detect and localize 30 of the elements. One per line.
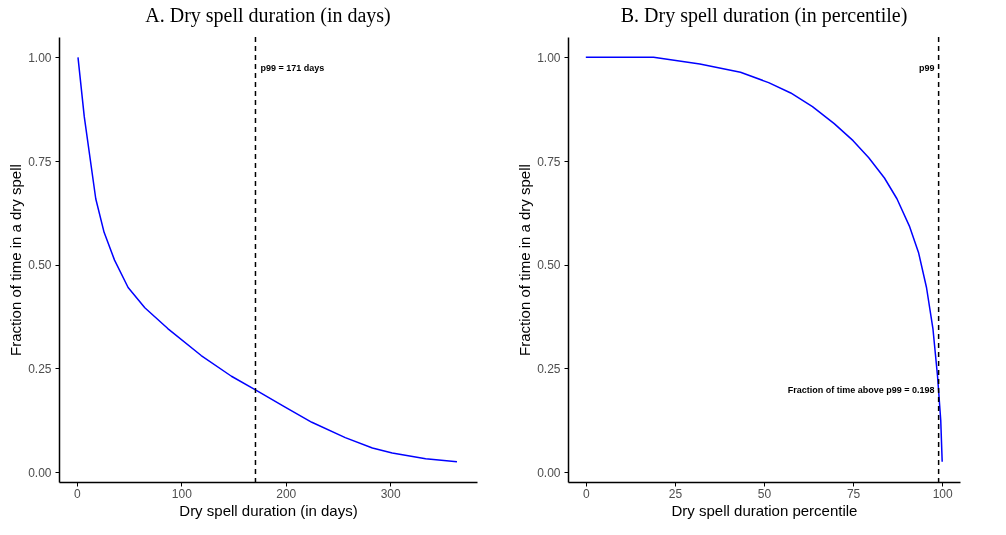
y-tick-label: 1.00: [537, 50, 561, 65]
x-tick-label: 0: [582, 486, 590, 501]
x-tick-label: 100: [932, 486, 954, 501]
x-tick-label: 75: [846, 486, 861, 501]
line-series: [77, 56, 458, 463]
y-tick-label: 0.50: [28, 258, 52, 273]
x-tick-label: 300: [380, 486, 401, 501]
y-tick-label: 0.50: [537, 258, 561, 273]
y-axis-title: Fraction of time in a dry spell: [7, 164, 25, 356]
y-axis-title: Fraction of time in a dry spell: [516, 164, 534, 356]
y-tick-label: 0.25: [537, 361, 561, 376]
x-tick-label: 25: [668, 486, 683, 501]
chart-title: A. Dry spell duration (in days): [145, 4, 391, 28]
y-tick-label: 0.75: [537, 154, 561, 169]
x-tick-label: 50: [757, 486, 772, 501]
chart-title: B. Dry spell duration (in percentile): [620, 4, 908, 28]
y-tick-label: 0.00: [537, 465, 561, 480]
x-tick-label: 200: [276, 486, 297, 501]
line-series: [585, 56, 943, 463]
y-tick-label: 1.00: [28, 50, 52, 65]
y-tick-label: 0.75: [28, 154, 52, 169]
x-tick-label: 0: [74, 486, 82, 501]
ref-line-label: p99: [919, 63, 935, 73]
ref-line-label: p99 = 171 days: [260, 63, 325, 73]
y-tick-label: 0.00: [28, 465, 52, 480]
x-axis-title: Dry spell duration (in days): [179, 501, 358, 519]
x-axis-title: Dry spell duration percentile: [671, 501, 858, 519]
annotation: Fraction of time above p99 = 0.198: [787, 384, 935, 395]
y-tick-label: 0.25: [28, 361, 52, 376]
x-tick-label: 100: [171, 486, 193, 501]
